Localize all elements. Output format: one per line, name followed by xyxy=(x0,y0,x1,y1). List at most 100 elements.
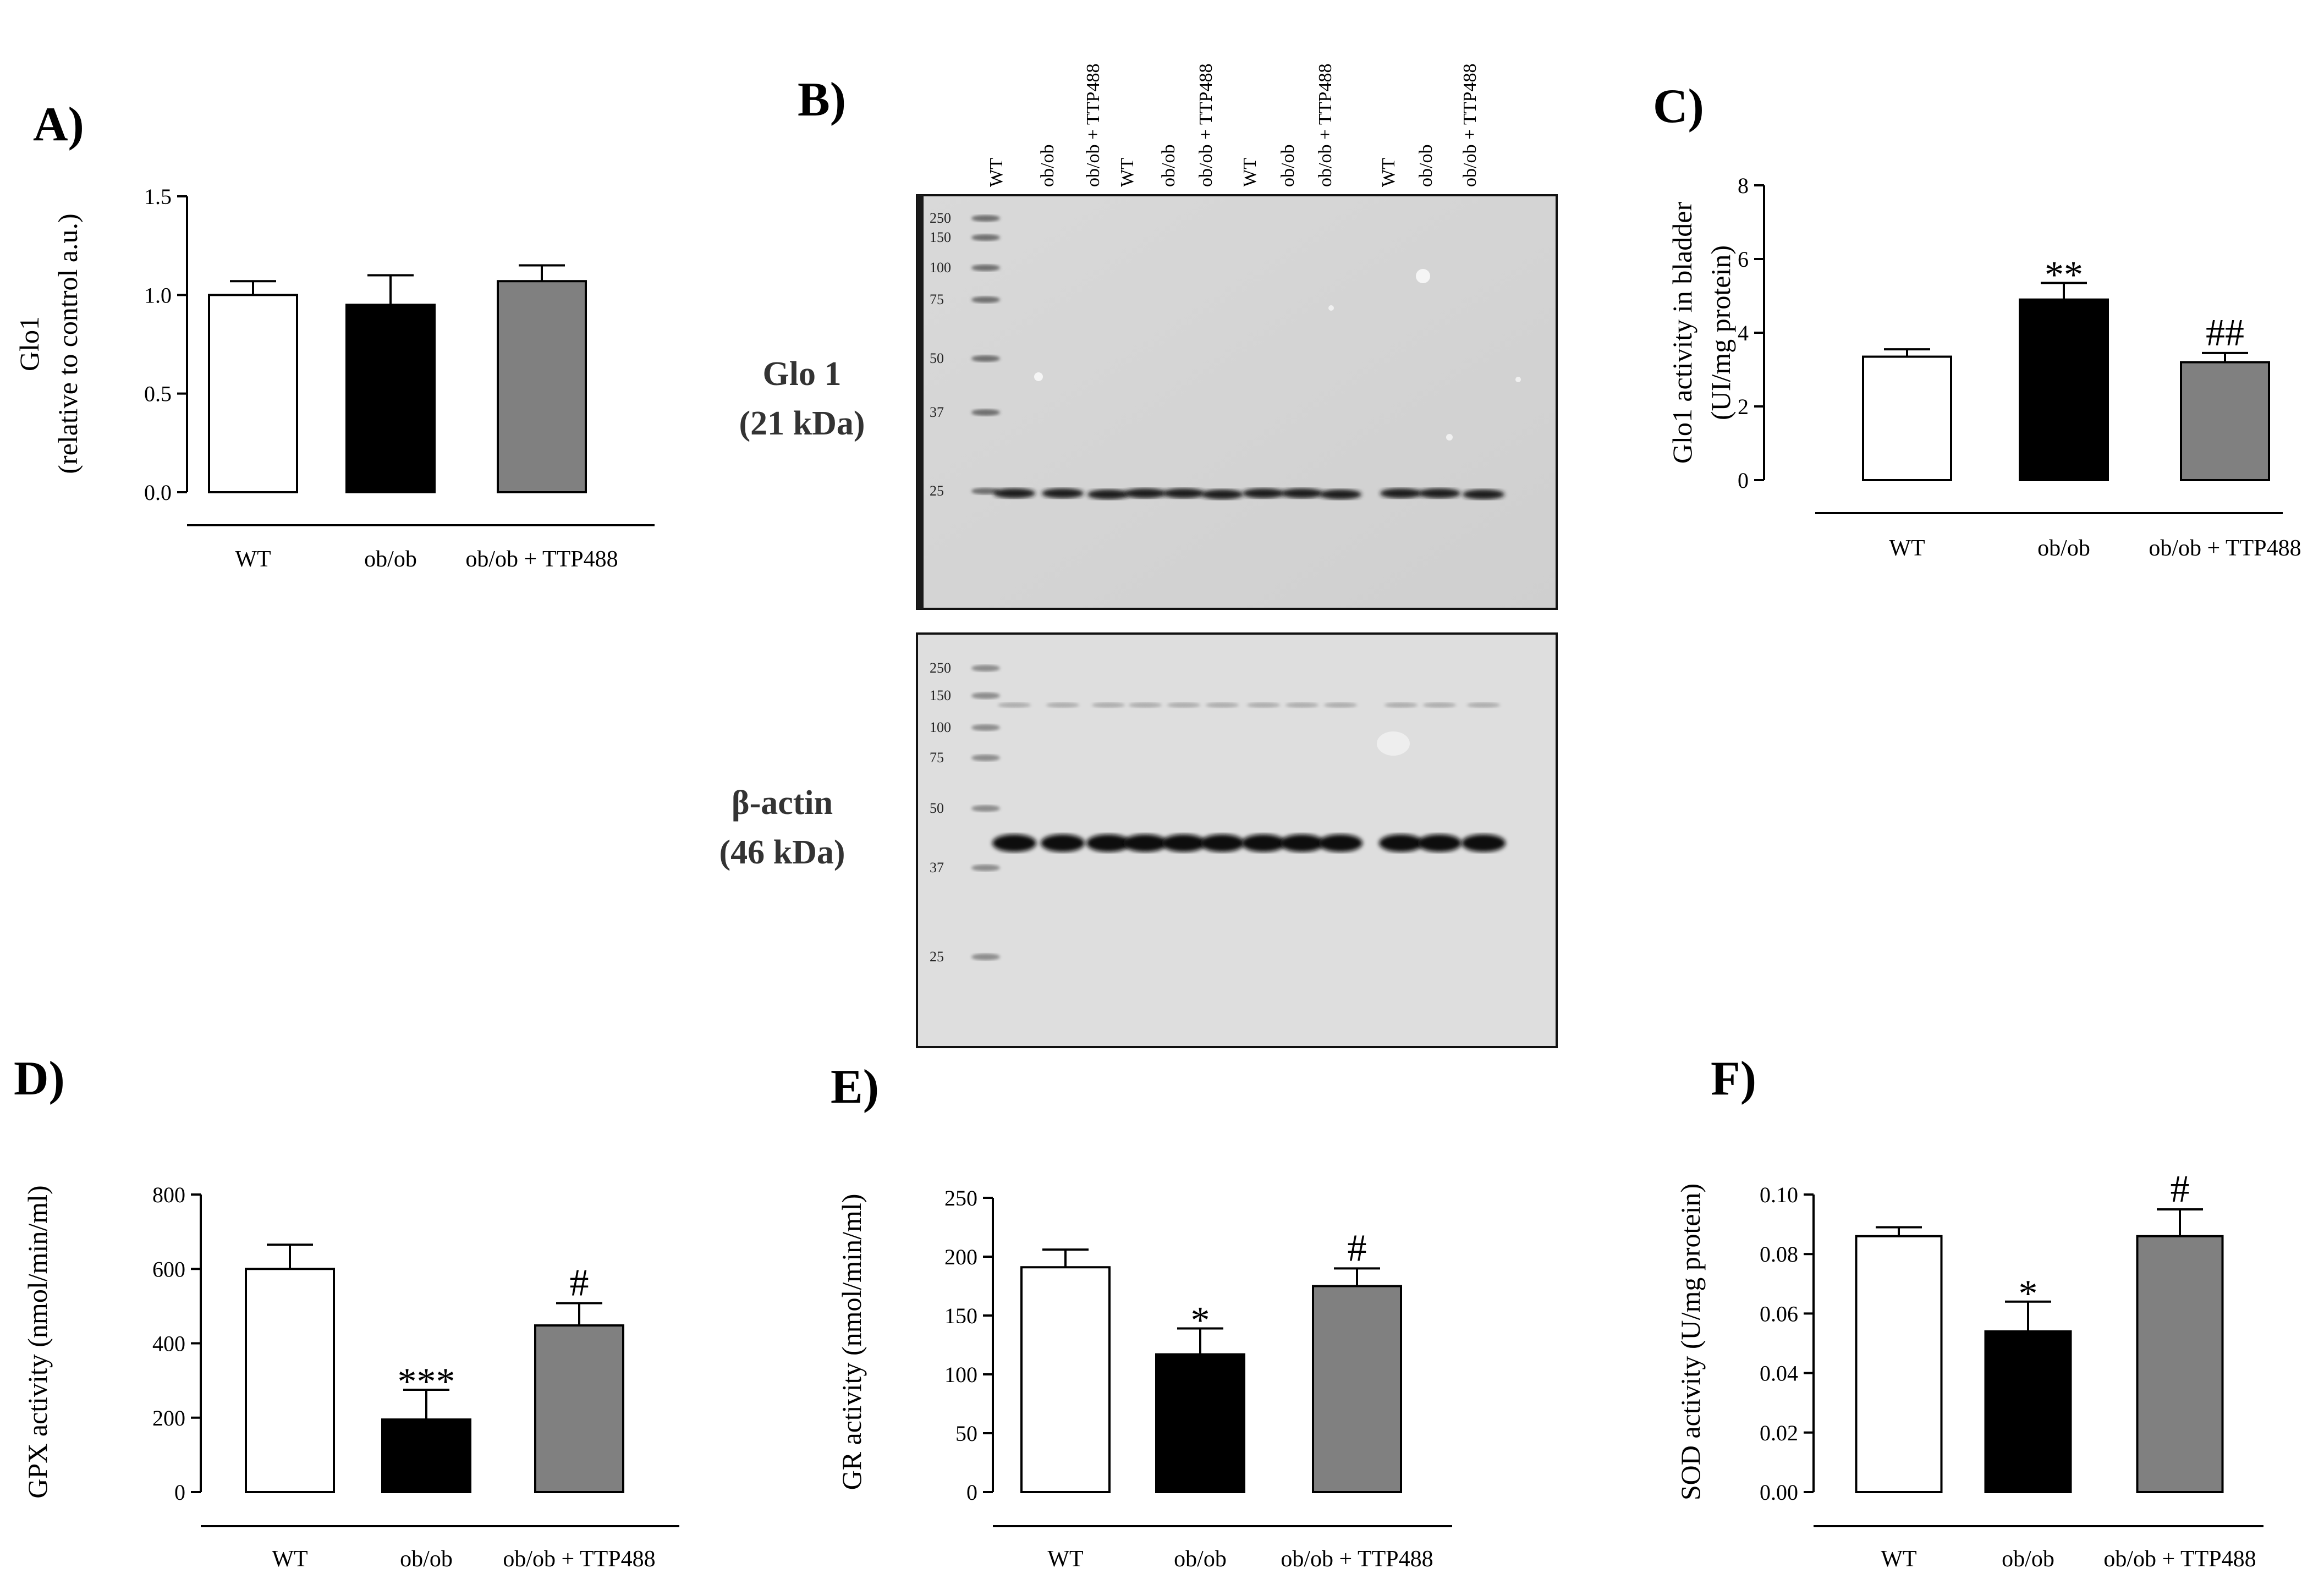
actin-faint-band xyxy=(1129,702,1162,708)
y-tick-label: 0.02 xyxy=(1760,1421,1798,1445)
bar-obob xyxy=(2019,298,2109,481)
y-tick-label: 4 xyxy=(1738,321,1749,345)
bar-wt xyxy=(208,294,298,493)
actin-band xyxy=(1162,834,1206,852)
glo1-band xyxy=(1124,488,1166,498)
lane-label: WT xyxy=(1240,158,1260,187)
y-tick-label: 0.00 xyxy=(1760,1480,1798,1505)
y-axis-label: Glo1 xyxy=(14,316,45,371)
glo1-blot-edge xyxy=(917,195,924,609)
actin-faint-band xyxy=(1423,702,1456,708)
significance-marker: * xyxy=(1191,1300,1210,1342)
y-axis-label: SOD activity (U/mg protein) xyxy=(1675,1184,1706,1500)
actin-band xyxy=(1280,834,1324,852)
glo1-ladder-bands xyxy=(971,215,1000,494)
chart-glo1-expression: 0.0 0.5 1.0 1.5 Glo1 (relative to control a.u… xyxy=(14,184,655,572)
glo1-band xyxy=(993,488,1035,498)
category-label: ob/ob + TTP488 xyxy=(465,547,618,572)
ladder-band xyxy=(971,409,1000,416)
category-label: WT xyxy=(272,1547,307,1572)
actin-ladder-bands xyxy=(971,665,1000,960)
y-tick-label: 0 xyxy=(174,1480,185,1505)
y-axis-label: GR activity (nmol/min/ml) xyxy=(836,1194,867,1490)
ladder-label: 100 xyxy=(930,719,951,735)
bar-obob-ttp488 xyxy=(2180,361,2270,481)
category-label: ob/ob + TTP488 xyxy=(2149,536,2301,561)
glo1-band xyxy=(1201,489,1243,499)
actin-faint-band xyxy=(1247,702,1280,708)
glo1-band xyxy=(1243,488,1284,498)
ladder-label: 37 xyxy=(930,860,944,876)
lane-label: ob/ob + TTP488 xyxy=(1196,64,1216,187)
ladder-label: 150 xyxy=(930,687,951,703)
ladder-label: 25 xyxy=(930,483,944,499)
ladder-band xyxy=(971,805,1000,812)
panel-label-a: A) xyxy=(33,98,84,151)
panel-label-b: B) xyxy=(798,73,846,126)
category-label: ob/ob xyxy=(2037,536,2090,561)
actin-faint-band xyxy=(1092,702,1125,708)
glo1-band xyxy=(1281,488,1323,498)
panel-label-e: E) xyxy=(831,1060,879,1114)
chart-glo1-activity: 0 2 4 6 8 Glo1 activity in bladder (UI/mg prot… xyxy=(1667,173,2301,561)
category-label: ob/ob xyxy=(2002,1547,2054,1572)
ladder-band xyxy=(971,265,1000,271)
actin-band xyxy=(1462,834,1506,852)
chart-gr-activity: 0 50 100 150 200 250 GR activity (nmol/min/ml)… xyxy=(836,1186,1452,1572)
glo1-protein-label: Glo 1 xyxy=(763,355,842,393)
lane-labels: WT ob/ob ob/ob + TTP488 WT ob/ob ob/ob + TTP4… xyxy=(986,64,1480,187)
lane-label: ob/ob + TTP488 xyxy=(1460,64,1480,187)
lane-label: ob/ob xyxy=(1158,145,1179,187)
actin-faint-band xyxy=(1206,702,1239,708)
ladder-band xyxy=(971,665,1000,672)
glo1-spot xyxy=(1446,434,1453,441)
actin-band xyxy=(1418,834,1462,852)
y-tick-label: 50 xyxy=(955,1421,977,1446)
ladder-label: 50 xyxy=(930,800,944,816)
actin-bands xyxy=(992,702,1506,852)
y-tick-label: 200 xyxy=(152,1406,185,1430)
actin-faint-band xyxy=(1285,702,1318,708)
category-label: WT xyxy=(235,547,271,572)
bar-wt xyxy=(1855,1235,1943,1493)
category-label: ob/ob + TTP488 xyxy=(1281,1547,1433,1572)
y-tick-label: 150 xyxy=(944,1303,977,1328)
bar-obob xyxy=(381,1418,471,1494)
ladder-band xyxy=(971,296,1000,303)
ladder-band xyxy=(971,865,1000,871)
lane-label: ob/ob xyxy=(1416,145,1436,187)
bar-obob-ttp488 xyxy=(1312,1285,1402,1493)
significance-marker: * xyxy=(2019,1273,2038,1315)
glo1-spot xyxy=(1515,377,1521,382)
y-axis-label: GPX activity (nmol/min/ml) xyxy=(22,1185,53,1498)
significance-marker: ** xyxy=(2045,254,2083,296)
actin-band xyxy=(992,834,1036,852)
y-tick-label: 2 xyxy=(1738,394,1749,419)
y-tick-label: 1.5 xyxy=(144,184,172,209)
actin-faint-band xyxy=(1467,702,1500,708)
glo1-band xyxy=(1380,488,1422,498)
glo1-band xyxy=(1087,489,1129,499)
bar-obob-ttp488 xyxy=(534,1324,624,1494)
actin-faint-band xyxy=(1167,702,1200,708)
actin-faint-band xyxy=(1385,702,1418,708)
y-tick-label: 0.5 xyxy=(144,382,172,406)
significance-marker: *** xyxy=(398,1361,455,1403)
ladder-band xyxy=(971,355,1000,362)
y-tick-label: 250 xyxy=(944,1186,977,1210)
y-tick-label: 0.08 xyxy=(1760,1242,1798,1267)
bar-wt xyxy=(1862,355,1952,481)
y-tick-label: 1.0 xyxy=(144,283,172,307)
y-axis-label: (UI/mg protein) xyxy=(1705,245,1736,420)
ladder-label: 150 xyxy=(930,229,951,245)
glo1-blot-image xyxy=(916,194,1558,610)
category-label: WT xyxy=(1889,536,1925,561)
glo1-spot xyxy=(1328,305,1334,311)
actin-band xyxy=(1241,834,1285,852)
glo1-kda-label: (21 kDa) xyxy=(739,405,865,442)
y-tick-label: 600 xyxy=(152,1257,185,1281)
lane-label: ob/ob + TTP488 xyxy=(1315,64,1336,187)
y-tick-label: 0 xyxy=(1738,468,1749,493)
bar-wt xyxy=(1020,1266,1111,1493)
bar-wt xyxy=(245,1268,335,1493)
